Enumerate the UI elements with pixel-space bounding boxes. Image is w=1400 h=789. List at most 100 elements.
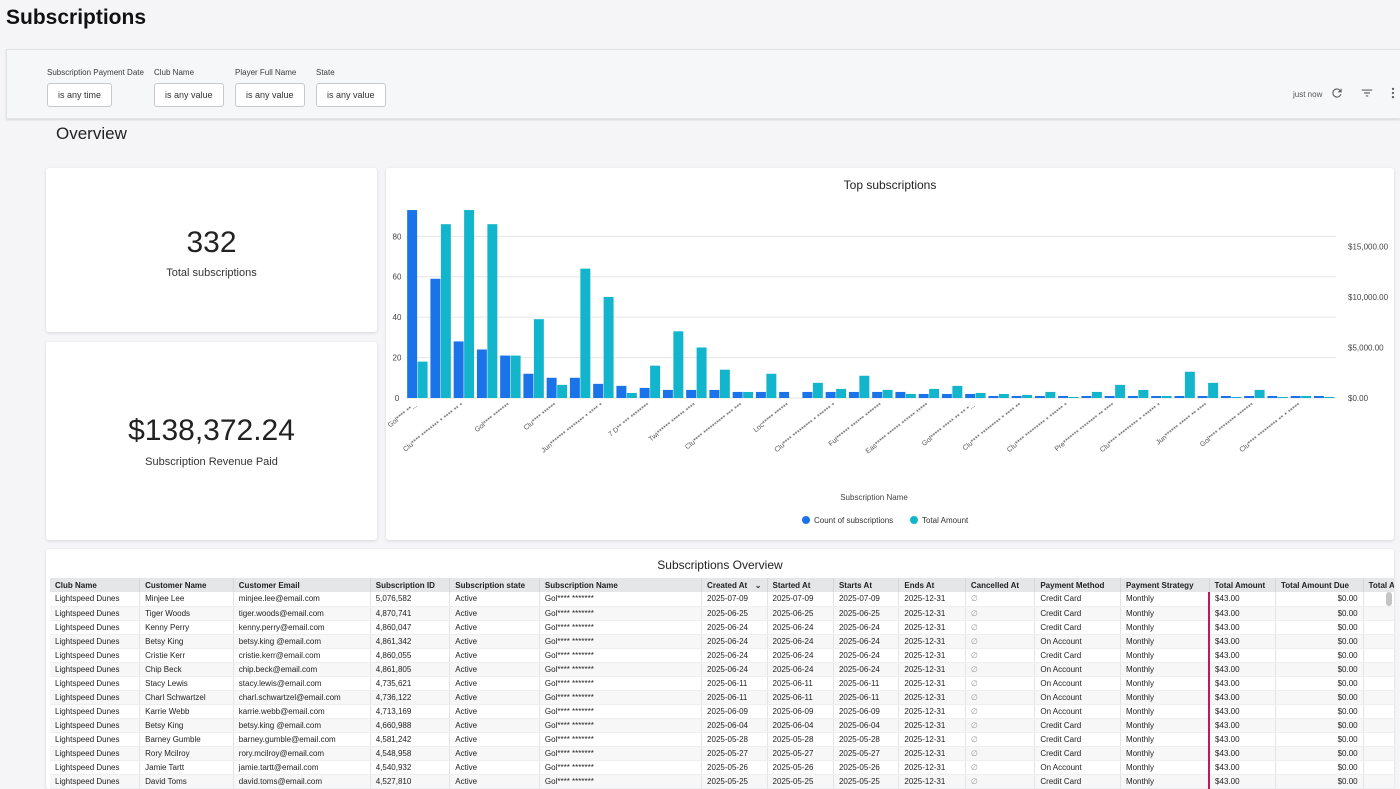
bar-amount — [1091, 391, 1102, 398]
table-cell: 2025-06-09 — [833, 704, 900, 719]
bar-amount — [487, 224, 498, 398]
table-cell: Betsy King — [139, 718, 234, 733]
legend-label: Count of subscriptions — [814, 516, 893, 525]
table-cell: Gol**** ******* — [539, 634, 703, 649]
table-cell: 2025-07-09 — [701, 592, 768, 607]
bar-count — [825, 391, 836, 398]
table-cell: Active — [449, 662, 540, 677]
filter-payment-date-button[interactable]: is any time — [47, 83, 113, 107]
bar-amount — [673, 331, 684, 398]
column-header[interactable]: Started At — [767, 578, 834, 592]
refresh-status: just now — [1293, 90, 1323, 99]
table-cell: Kenny Perry — [139, 620, 234, 635]
table-cell: ∅ — [965, 606, 1036, 621]
table-cell: Lightspeed Dunes — [50, 704, 141, 719]
column-header[interactable]: Subscription ID — [370, 578, 451, 592]
sort-desc-icon[interactable]: ⌄ — [754, 580, 762, 590]
column-header[interactable]: Payment Strategy — [1120, 578, 1210, 592]
bar-amount — [1138, 389, 1149, 398]
column-header[interactable]: Created At ⌄ — [701, 578, 768, 592]
bar-count — [616, 385, 627, 398]
column-header[interactable]: Total Amount Due — [1275, 578, 1364, 592]
bar-count — [1267, 395, 1278, 398]
table-cell: 4,736,122 — [370, 690, 451, 705]
table-cell: ∅ — [965, 634, 1036, 649]
table-row[interactable]: Lightspeed Dunes Barney Gumble barney.gumb… — [50, 732, 1394, 747]
table-cell: 2025-06-24 — [833, 620, 900, 635]
table-cell: Active — [449, 634, 540, 649]
column-header[interactable]: Ends At — [898, 578, 966, 592]
column-header[interactable]: Club Name — [50, 578, 141, 592]
table-scrollbar[interactable] — [1386, 592, 1392, 606]
bar-amount — [719, 369, 730, 398]
table-cell: 2025-12-31 — [898, 774, 966, 789]
table-cell: Monthly — [1120, 676, 1210, 691]
filter-icon[interactable] — [1360, 86, 1374, 100]
kpi-card-revenue: $138,372.24 Subscription Revenue Paid — [46, 342, 377, 540]
bar-count — [453, 341, 464, 398]
bar-count — [1081, 395, 1092, 398]
table-cell: jamie.tartt@email.com — [233, 760, 371, 775]
table-cell: Lightspeed Dunes — [50, 592, 141, 607]
column-header[interactable]: Customer Email — [233, 578, 371, 592]
column-header[interactable]: Subscription Name — [539, 578, 703, 592]
filter-state-button[interactable]: is any value — [316, 83, 386, 107]
table-cell: 2025-05-28 — [701, 732, 768, 747]
table-cell — [1363, 662, 1394, 677]
filter-state: State is any value — [316, 68, 386, 107]
filter-player-name: Player Full Name is any value — [235, 68, 305, 107]
table-cell: 2025-06-24 — [767, 662, 834, 677]
column-header[interactable]: Customer Name — [139, 578, 234, 592]
bar-count — [895, 391, 906, 398]
table-row[interactable]: Lightspeed Dunes Karrie Webb karrie.webb@e… — [50, 704, 1394, 719]
table-cell: Lightspeed Dunes — [50, 690, 141, 705]
bar-amount — [766, 373, 777, 398]
bar-count — [802, 391, 813, 398]
table-row[interactable]: Lightspeed Dunes Charl Schwartzel charl.sc… — [50, 690, 1394, 705]
column-header[interactable]: Total Amount — [1209, 578, 1277, 592]
filter-label: State — [316, 68, 335, 77]
column-header[interactable]: Subscription state — [449, 578, 540, 592]
table-row[interactable]: Lightspeed Dunes Minjee Lee minjee.lee@ema… — [50, 592, 1394, 607]
table-row[interactable]: Lightspeed Dunes Chip Beck chip.beck@email… — [50, 662, 1394, 677]
table-row[interactable]: Lightspeed Dunes Tiger Woods tiger.woods@e… — [50, 606, 1394, 621]
table-row[interactable]: Lightspeed Dunes Betsy King betsy.king @em… — [50, 634, 1394, 649]
bar-count — [1104, 395, 1115, 398]
table-cell: Rory Mcilroy — [139, 746, 234, 761]
table-row[interactable]: Lightspeed Dunes Rory Mcilroy rory.mcilroy… — [50, 746, 1394, 761]
bar-count — [1011, 395, 1022, 398]
kpi-label: Total subscriptions — [166, 267, 257, 279]
column-header[interactable]: Payment Method — [1034, 578, 1121, 592]
table-cell: $0.00 — [1275, 774, 1364, 789]
table-cell: 2025-06-11 — [767, 676, 834, 691]
bar-count — [1244, 395, 1255, 398]
table-card-subscriptions-overview: Subscriptions Overview Club Name Customer… — [46, 549, 1394, 789]
table-cell: Monthly — [1120, 774, 1210, 789]
bar-amount — [650, 365, 661, 398]
table-row[interactable]: Lightspeed Dunes Stacy Lewis stacy.lewis@e… — [50, 676, 1394, 691]
table-cell: 2025-06-04 — [833, 718, 900, 733]
filter-player-name-button[interactable]: is any value — [235, 83, 305, 107]
bar-count — [1220, 395, 1231, 398]
column-header[interactable]: Total Am — [1363, 578, 1394, 592]
table-cell: Active — [449, 704, 540, 719]
column-header[interactable]: Cancelled At — [965, 578, 1036, 592]
table-cell: ∅ — [965, 746, 1036, 761]
table-row[interactable]: Lightspeed Dunes Betsy King betsy.king @em… — [50, 718, 1394, 733]
table-cell: $0.00 — [1275, 620, 1364, 635]
table-cell: Gol**** ******* — [539, 690, 703, 705]
table-row[interactable]: Lightspeed Dunes Jamie Tartt jamie.tartt@e… — [50, 760, 1394, 775]
refresh-icon[interactable] — [1330, 86, 1344, 100]
table-cell: Monthly — [1120, 648, 1210, 663]
table-cell: ∅ — [965, 648, 1036, 663]
column-header[interactable]: Starts At — [833, 578, 900, 592]
table-cell: 2025-06-24 — [767, 634, 834, 649]
table-row[interactable]: Lightspeed Dunes David Toms david.toms@ema… — [50, 774, 1394, 789]
filter-club-name-button[interactable]: is any value — [154, 83, 224, 107]
table-cell: $43.00 — [1208, 774, 1277, 789]
more-vert-icon[interactable] — [1386, 86, 1400, 100]
table-row[interactable]: Lightspeed Dunes Kenny Perry kenny.perry@e… — [50, 620, 1394, 635]
table-cell: 2025-12-31 — [898, 690, 966, 705]
table-cell: Betsy King — [139, 634, 234, 649]
table-row[interactable]: Lightspeed Dunes Cristie Kerr cristie.kerr… — [50, 648, 1394, 663]
